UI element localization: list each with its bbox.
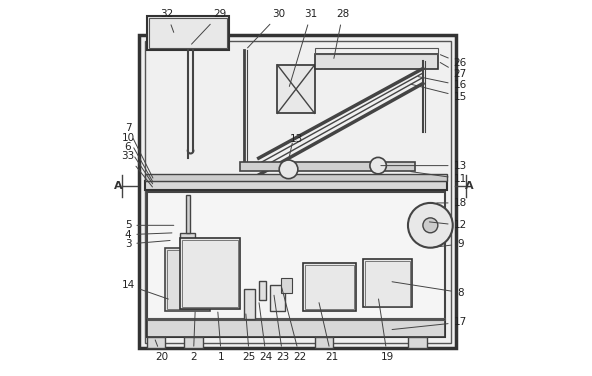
Text: 8: 8 [392,282,464,297]
Bar [147,320,445,337]
Text: 9: 9 [433,239,464,249]
Bar [145,174,447,180]
Text: 6: 6 [125,142,153,184]
Bar [147,337,165,349]
Bar [315,48,438,54]
Text: 24: 24 [259,303,273,362]
Text: 1: 1 [218,312,225,362]
Text: 22: 22 [282,288,306,362]
Bar [281,277,292,293]
Bar [147,192,445,337]
Text: 4: 4 [125,230,172,240]
Bar [139,35,456,349]
Bar [363,259,411,308]
Text: 27: 27 [440,62,467,79]
Bar [182,240,238,308]
Text: 28: 28 [334,9,349,58]
Text: 16: 16 [418,77,467,90]
Text: 21: 21 [319,303,338,362]
Bar [305,264,354,309]
Text: 23: 23 [274,295,289,362]
Bar [145,180,447,190]
Text: 26: 26 [440,55,467,68]
Bar [304,263,356,311]
Bar [184,337,202,349]
Text: 18: 18 [437,198,467,208]
Circle shape [370,158,387,174]
Text: A: A [465,181,474,191]
Bar [240,162,416,171]
Text: 12: 12 [429,220,467,230]
Circle shape [408,203,453,248]
Bar [165,248,210,311]
Bar [365,261,410,306]
Bar [147,16,229,50]
Bar [167,250,208,309]
Bar [277,65,315,113]
Text: 25: 25 [243,314,256,362]
Text: 15: 15 [411,84,467,102]
Bar [147,317,445,320]
Bar [315,54,438,68]
Bar [181,233,195,248]
Bar [315,337,333,349]
Bar [145,41,451,343]
Text: 10: 10 [121,133,153,182]
Text: 31: 31 [289,9,317,86]
Bar [186,196,189,233]
Circle shape [423,218,438,233]
Text: 32: 32 [160,9,174,32]
Text: 3: 3 [125,239,170,249]
Text: 29: 29 [192,9,226,44]
Text: 20: 20 [155,340,168,362]
Circle shape [279,160,298,179]
Bar [181,238,240,309]
Text: 13: 13 [381,161,467,171]
Bar [408,337,427,349]
Text: 7: 7 [125,123,153,178]
Text: 2: 2 [190,312,197,362]
Text: 30: 30 [247,9,286,48]
Text: A: A [114,181,123,191]
Text: 5: 5 [125,220,174,230]
Text: 33: 33 [121,151,153,187]
Text: 11: 11 [411,171,467,183]
Bar [244,289,255,318]
Text: 13: 13 [289,135,303,144]
Text: 19: 19 [378,299,394,362]
Text: 17: 17 [392,317,467,329]
Bar [270,285,285,311]
Bar [259,281,266,300]
Text: 14: 14 [121,280,168,299]
Bar [149,18,227,48]
